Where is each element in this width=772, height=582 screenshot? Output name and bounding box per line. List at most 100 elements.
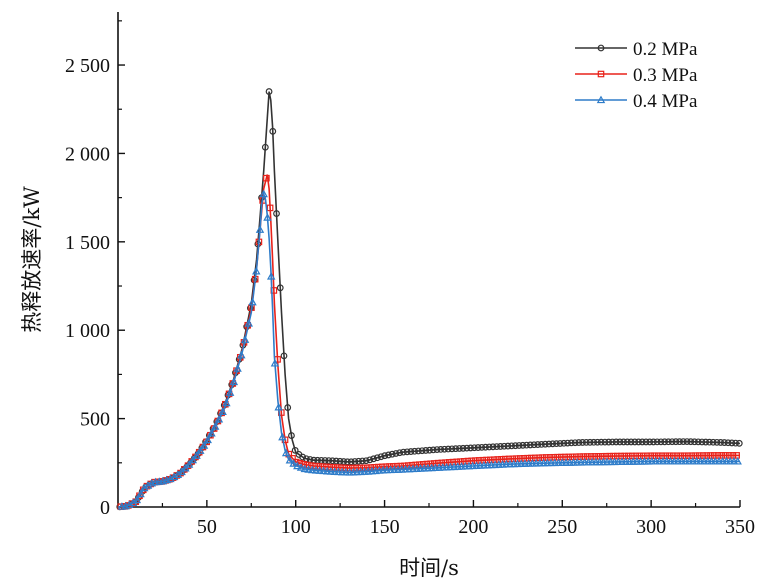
data-point-0-2-mpa — [403, 448, 411, 456]
data-point-0-2-mpa — [683, 438, 691, 445]
series-0-4-mpa — [117, 189, 742, 510]
data-point-0-2-mpa — [605, 438, 613, 446]
data-point-0-3-mpa — [714, 452, 722, 459]
data-point-0-2-mpa — [545, 440, 553, 448]
data-point-0-2-mpa — [284, 404, 292, 411]
data-point-0-3-mpa — [542, 454, 550, 461]
data-point-0-3-mpa — [666, 452, 673, 460]
data-point-0-3-mpa — [505, 455, 513, 463]
data-point-0-4-mpa — [289, 459, 298, 467]
data-point-0-4-mpa — [259, 189, 268, 198]
data-point-0-4-mpa — [733, 456, 742, 465]
x-tick-label: 350 — [725, 516, 755, 538]
data-point-0-2-mpa — [358, 457, 366, 465]
data-point-0-3-mpa — [595, 453, 602, 460]
data-point-0-2-mpa — [571, 439, 579, 447]
data-point-0-2-mpa — [657, 438, 665, 446]
data-point-0-4-mpa — [229, 377, 239, 386]
data-point-0-2-mpa — [470, 444, 478, 452]
x-tick-label: 100 — [281, 516, 311, 538]
data-point-0-2-mpa — [590, 438, 598, 446]
data-point-0-3-mpa — [613, 452, 621, 460]
data-point-0-3-mpa — [263, 174, 270, 182]
data-point-0-3-mpa — [498, 455, 505, 463]
data-point-0-2-mpa — [362, 457, 370, 465]
data-point-0-3-mpa — [266, 204, 274, 212]
data-point-0-2-mpa — [609, 438, 616, 446]
data-point-0-4-mpa — [322, 466, 332, 475]
data-point-0-3-mpa — [696, 452, 703, 459]
data-point-0-3-mpa — [707, 452, 714, 459]
data-point-0-2-mpa — [724, 439, 732, 447]
data-point-0-2-mpa — [728, 439, 736, 447]
data-point-0-2-mpa — [392, 450, 400, 457]
data-point-0-3-mpa — [535, 454, 543, 462]
data-point-0-3-mpa — [688, 452, 696, 459]
data-point-0-2-mpa — [519, 441, 527, 449]
data-point-0-2-mpa — [452, 445, 460, 453]
data-point-0-2-mpa — [538, 440, 545, 448]
data-point-0-3-mpa — [628, 452, 636, 460]
ticks: 0 500 1 000 1 500 2 000 2 500 50 100 150 200 250 30… — [65, 20, 755, 538]
series — [116, 88, 743, 511]
legend-marker — [597, 70, 605, 78]
data-point-0-3-mpa — [483, 456, 490, 464]
y-tick-label: 500 — [80, 409, 110, 431]
data-point-0-2-mpa — [567, 439, 575, 447]
series-line-0-4-mpa — [117, 191, 740, 508]
data-point-0-4-mpa — [214, 414, 224, 423]
data-point-0-3-mpa — [546, 454, 554, 461]
data-point-0-2-mpa — [541, 440, 549, 448]
data-point-0-2-mpa — [679, 438, 687, 446]
data-point-0-2-mpa — [276, 284, 284, 292]
data-point-0-2-mpa — [340, 458, 348, 465]
data-point-0-4-mpa — [225, 388, 235, 396]
data-point-0-2-mpa — [351, 458, 359, 465]
legend-label: 0.2 MPa — [633, 39, 698, 60]
data-point-0-4-mpa — [281, 448, 291, 457]
x-axis-title: 时间/s — [399, 556, 459, 580]
y-tick-label: 1 500 — [65, 232, 110, 254]
data-point-0-2-mpa — [515, 442, 523, 449]
data-point-0-2-mpa — [288, 432, 295, 439]
series-line-0-3-mpa — [117, 174, 740, 508]
data-point-0-3-mpa — [572, 453, 580, 461]
data-point-0-3-mpa — [487, 456, 494, 464]
data-point-0-2-mpa — [493, 443, 501, 451]
data-point-0-3-mpa — [632, 452, 640, 460]
data-point-0-4-mpa — [240, 335, 250, 343]
data-point-0-3-mpa — [677, 452, 684, 460]
data-point-0-2-mpa — [698, 438, 706, 446]
data-point-0-2-mpa — [508, 442, 516, 450]
data-point-0-2-mpa — [687, 438, 695, 446]
data-point-0-4-mpa — [218, 407, 227, 416]
data-point-0-4-mpa — [237, 350, 246, 359]
data-point-0-4-mpa — [266, 272, 276, 280]
data-point-0-3-mpa — [703, 452, 711, 459]
data-point-0-4-mpa — [311, 465, 321, 474]
data-point-0-2-mpa — [713, 438, 721, 446]
legend-label: 0.3 MPa — [633, 65, 698, 86]
data-point-0-4-mpa — [285, 455, 295, 464]
data-point-0-2-mpa — [564, 439, 572, 447]
data-point-0-3-mpa — [636, 452, 643, 460]
data-point-0-2-mpa — [661, 438, 669, 446]
data-point-0-2-mpa — [709, 438, 717, 446]
y-tick-label: 2 500 — [65, 55, 110, 77]
data-point-0-2-mpa — [556, 440, 564, 447]
data-point-0-3-mpa — [509, 455, 517, 463]
data-point-0-3-mpa — [729, 452, 737, 459]
x-tick-label: 300 — [636, 516, 666, 538]
data-point-0-4-mpa — [192, 451, 201, 459]
data-point-0-3-mpa — [516, 455, 524, 462]
data-point-0-4-mpa — [143, 481, 153, 489]
data-point-0-3-mpa — [621, 452, 628, 460]
data-point-0-3-mpa — [561, 453, 569, 461]
data-point-0-2-mpa — [273, 210, 280, 217]
data-point-0-4-mpa — [222, 398, 231, 407]
data-point-0-2-mpa — [265, 88, 273, 95]
data-point-0-3-mpa — [640, 452, 647, 460]
data-point-0-2-mpa — [347, 458, 355, 466]
data-point-0-2-mpa — [549, 440, 557, 448]
data-point-0-2-mpa — [388, 450, 396, 458]
